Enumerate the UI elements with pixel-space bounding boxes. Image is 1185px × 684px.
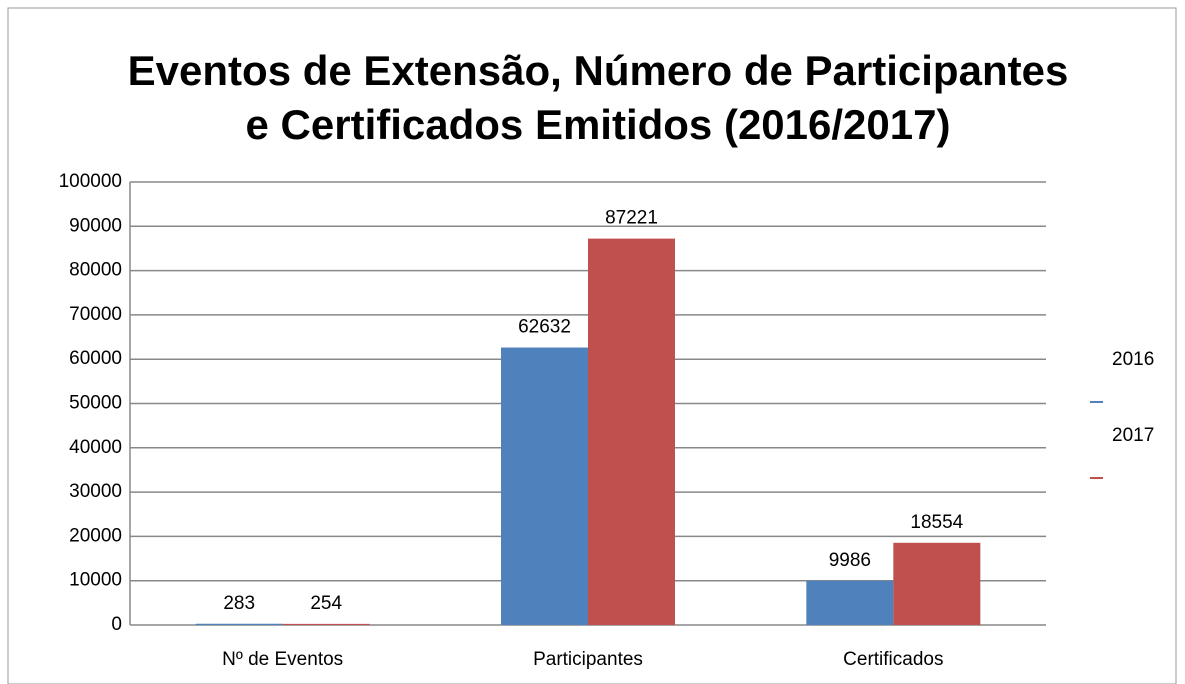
x-tick-label: Certificados (843, 649, 943, 670)
value-label: 18554 (910, 512, 963, 533)
bar (195, 623, 283, 625)
chart-title: Eventos de Extensão, Número de Participa… (128, 47, 1069, 94)
y-tick-label: 30000 (69, 481, 122, 502)
value-label: 283 (223, 593, 255, 614)
value-label: 9986 (829, 550, 871, 571)
y-tick-label: 70000 (69, 304, 122, 325)
x-tick-label: Participantes (533, 649, 643, 670)
y-tick-label: 40000 (69, 437, 122, 458)
bar (501, 347, 588, 625)
y-tick-label: 20000 (69, 525, 122, 546)
bar (893, 542, 981, 625)
legend-label: 2016 (1112, 349, 1154, 370)
bar (588, 238, 675, 626)
y-tick-label: 50000 (69, 393, 122, 414)
legend-label: 2017 (1112, 425, 1154, 446)
y-tick-label: 60000 (69, 348, 122, 369)
bar (282, 623, 370, 625)
y-tick-label: 100000 (59, 171, 122, 192)
chart-title: e Certificados Emitidos (2016/2017) (246, 101, 951, 148)
bar (806, 580, 894, 625)
y-tick-label: 80000 (69, 260, 122, 281)
y-tick-label: 90000 (69, 215, 122, 236)
chart-border (7, 7, 1177, 684)
value-label: 254 (310, 593, 342, 614)
y-tick-label: 10000 (69, 570, 122, 591)
value-label: 62632 (518, 317, 571, 338)
value-label: 87221 (605, 208, 658, 229)
y-tick-label: 0 (111, 614, 122, 635)
x-tick-label: Nº de Eventos (222, 649, 343, 670)
